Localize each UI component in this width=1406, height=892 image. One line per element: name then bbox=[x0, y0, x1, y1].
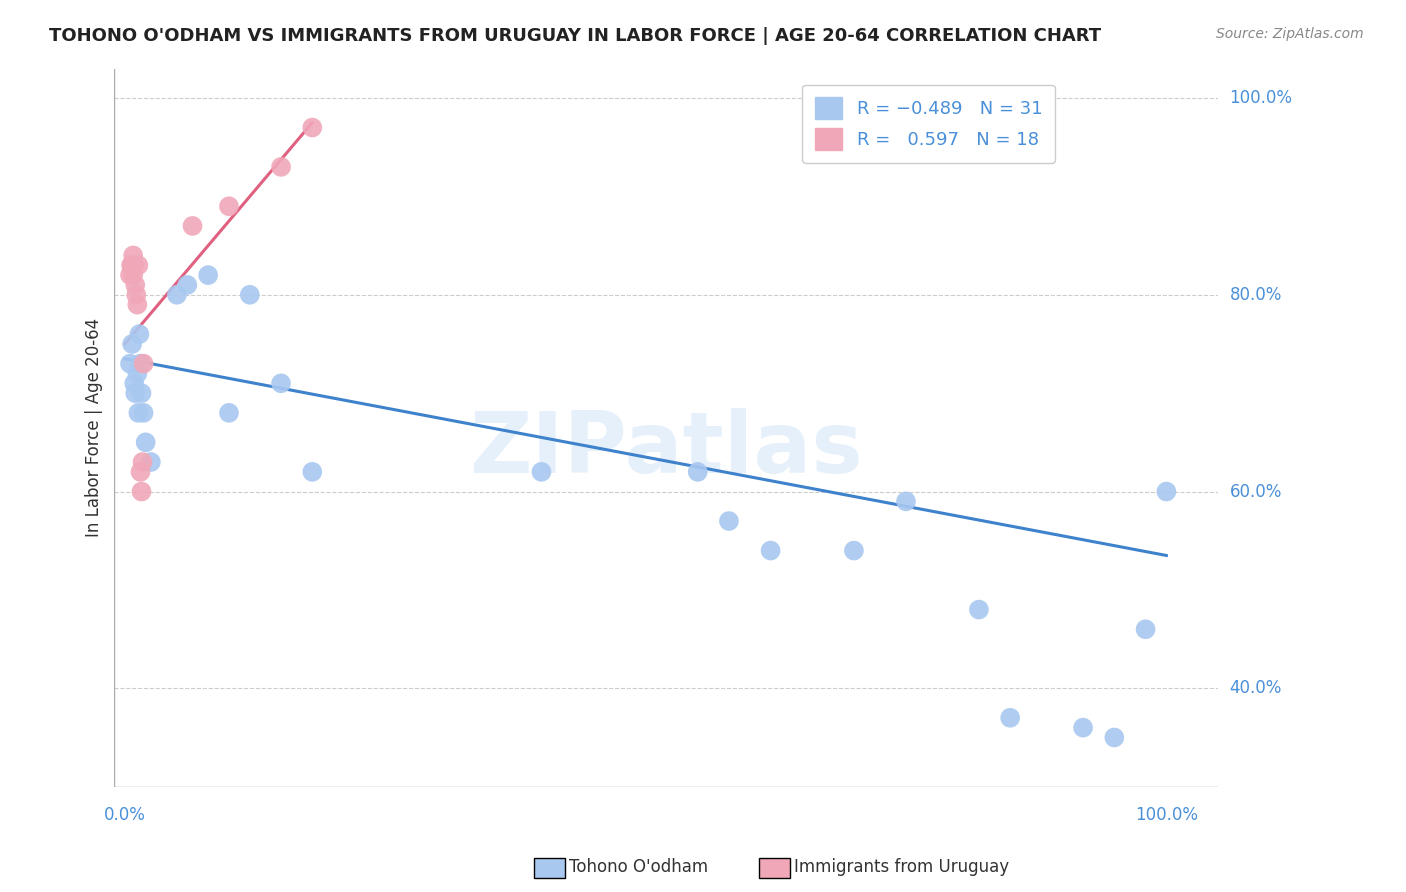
Point bbox=[239, 287, 262, 301]
Point bbox=[127, 258, 149, 272]
Point bbox=[686, 465, 709, 479]
Point bbox=[122, 376, 145, 391]
Point bbox=[122, 248, 145, 262]
Point bbox=[218, 406, 240, 420]
Legend: R = −0.489   N = 31, R =   0.597   N = 18: R = −0.489 N = 31, R = 0.597 N = 18 bbox=[803, 85, 1054, 163]
Point bbox=[129, 357, 152, 371]
Point bbox=[967, 602, 990, 616]
Point bbox=[218, 199, 240, 213]
Point bbox=[131, 455, 153, 469]
Text: ZIPatlas: ZIPatlas bbox=[470, 408, 863, 491]
Point bbox=[717, 514, 740, 528]
Point bbox=[118, 268, 141, 282]
Point bbox=[301, 120, 323, 135]
Point bbox=[1104, 731, 1126, 745]
Text: 100.0%: 100.0% bbox=[1230, 89, 1292, 107]
Point bbox=[135, 435, 157, 450]
Point bbox=[894, 494, 917, 508]
Point bbox=[998, 711, 1021, 725]
Point bbox=[176, 277, 198, 292]
Point bbox=[128, 327, 150, 342]
Text: Immigrants from Uruguay: Immigrants from Uruguay bbox=[794, 858, 1010, 876]
Point bbox=[530, 465, 553, 479]
Point bbox=[1071, 721, 1094, 735]
Point bbox=[120, 258, 142, 272]
Point bbox=[127, 367, 149, 381]
Text: TOHONO O'ODHAM VS IMMIGRANTS FROM URUGUAY IN LABOR FORCE | AGE 20-64 CORRELATION: TOHONO O'ODHAM VS IMMIGRANTS FROM URUGUA… bbox=[49, 27, 1101, 45]
Point bbox=[1156, 484, 1178, 499]
Point bbox=[759, 543, 782, 558]
Point bbox=[124, 386, 146, 401]
Point bbox=[129, 465, 152, 479]
Text: 0.0%: 0.0% bbox=[104, 806, 146, 824]
Point bbox=[121, 258, 143, 272]
Point bbox=[127, 298, 149, 312]
Point bbox=[132, 357, 155, 371]
Point bbox=[131, 386, 153, 401]
Point bbox=[122, 258, 145, 272]
Point bbox=[270, 160, 292, 174]
Point bbox=[1135, 622, 1157, 636]
Text: 40.0%: 40.0% bbox=[1230, 680, 1282, 698]
Text: Source: ZipAtlas.com: Source: ZipAtlas.com bbox=[1216, 27, 1364, 41]
Point bbox=[139, 455, 162, 469]
Point bbox=[124, 277, 146, 292]
Point bbox=[122, 268, 145, 282]
Text: Tohono O'odham: Tohono O'odham bbox=[569, 858, 709, 876]
Point bbox=[121, 337, 143, 351]
Point bbox=[132, 406, 155, 420]
Text: 60.0%: 60.0% bbox=[1230, 483, 1282, 500]
Point bbox=[842, 543, 865, 558]
Point bbox=[125, 287, 148, 301]
Text: 80.0%: 80.0% bbox=[1230, 285, 1282, 304]
Point bbox=[270, 376, 292, 391]
Point bbox=[131, 484, 153, 499]
Y-axis label: In Labor Force | Age 20-64: In Labor Force | Age 20-64 bbox=[86, 318, 103, 537]
Point bbox=[181, 219, 204, 233]
Point bbox=[118, 357, 141, 371]
Point bbox=[197, 268, 219, 282]
Point bbox=[127, 406, 149, 420]
Point bbox=[301, 465, 323, 479]
Point bbox=[166, 287, 188, 301]
Text: 100.0%: 100.0% bbox=[1135, 806, 1198, 824]
